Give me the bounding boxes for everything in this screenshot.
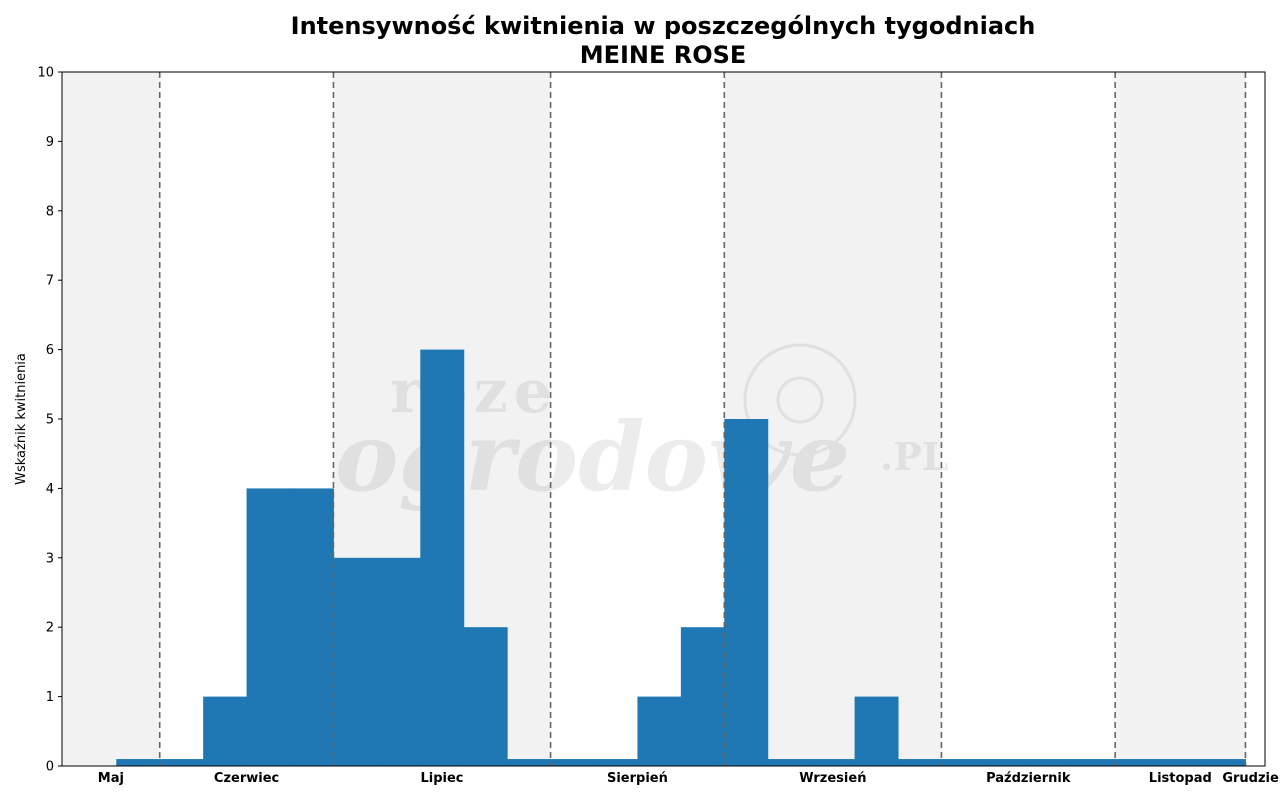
bar-week-5 bbox=[290, 488, 334, 766]
bar-week-7 bbox=[376, 557, 421, 766]
bar-week-9 bbox=[463, 627, 508, 766]
y-tick-label-2: 2 bbox=[46, 621, 54, 636]
month-label-6: Listopad bbox=[1149, 771, 1212, 786]
bars bbox=[116, 349, 1246, 766]
y-axis-label: Wskaźnik kwitnienia bbox=[14, 353, 29, 485]
bar-week-16 bbox=[767, 759, 812, 766]
watermark-line2: ogrodowe bbox=[335, 402, 850, 513]
month-label-7: Grudzień bbox=[1222, 771, 1280, 786]
bar-week-18 bbox=[854, 696, 899, 766]
bar-week-22 bbox=[1028, 759, 1073, 766]
bar-week-25 bbox=[1158, 759, 1203, 766]
y-tick-label-4: 4 bbox=[46, 482, 54, 497]
bar-week-12 bbox=[594, 759, 638, 766]
bar-week-3 bbox=[203, 696, 248, 766]
month-label-0: Maj bbox=[98, 771, 124, 786]
bar-week-15 bbox=[724, 419, 769, 766]
bar-week-10 bbox=[507, 759, 552, 766]
bar-week-26 bbox=[1202, 759, 1246, 766]
chart-subtitle: MEINE ROSE bbox=[580, 41, 747, 69]
month-label-5: Październik bbox=[986, 771, 1071, 786]
y-tick-label-0: 0 bbox=[46, 760, 54, 775]
month-labels: Maj Czerwiec Lipiec Sierpień Wrzesień Paździe… bbox=[98, 771, 1280, 786]
y-tick-label-10: 10 bbox=[37, 66, 54, 81]
bar-week-19 bbox=[898, 759, 942, 766]
watermark-suffix: .PL bbox=[880, 434, 949, 479]
month-shade-0 bbox=[62, 72, 160, 766]
bar-week-23 bbox=[1071, 759, 1116, 766]
y-tick-label-7: 7 bbox=[46, 274, 54, 289]
month-shade-6 bbox=[1115, 72, 1246, 766]
bar-week-11 bbox=[550, 759, 595, 766]
month-label-3: Sierpień bbox=[607, 771, 668, 786]
y-tick-label-5: 5 bbox=[46, 413, 54, 428]
watermark-flower-center-icon bbox=[776, 376, 824, 424]
month-label-1: Czerwiec bbox=[214, 771, 279, 786]
bar-week-24 bbox=[1115, 759, 1160, 766]
bar-week-4 bbox=[246, 488, 291, 766]
chart-title: Intensywność kwitnienia w poszczególnych… bbox=[291, 12, 1036, 40]
y-tick-label-8: 8 bbox=[46, 204, 54, 219]
y-tick-label-3: 3 bbox=[46, 551, 54, 566]
bar-week-17 bbox=[811, 759, 856, 766]
bar-week-14 bbox=[680, 627, 725, 766]
month-dividers bbox=[158, 72, 1247, 766]
bar-week-13 bbox=[637, 696, 682, 766]
bar-week-20 bbox=[941, 759, 986, 766]
month-label-2: Lipiec bbox=[420, 771, 463, 786]
bar-week-6 bbox=[333, 557, 378, 766]
month-label-4: Wrzesień bbox=[799, 771, 866, 786]
y-tick-label-9: 9 bbox=[46, 135, 54, 150]
watermark-line1: roze bbox=[390, 357, 558, 427]
y-tick-label-1: 1 bbox=[46, 690, 54, 705]
y-axis-ticks: 0 1 2 3 4 5 6 7 8 9 10 bbox=[37, 66, 62, 775]
bar-week-21 bbox=[984, 759, 1029, 766]
bar-week-8 bbox=[420, 349, 465, 766]
y-tick-label-6: 6 bbox=[46, 343, 54, 358]
bar-week-1 bbox=[116, 759, 161, 766]
bar-week-2 bbox=[159, 759, 204, 766]
watermark-flower-icon bbox=[743, 343, 857, 457]
